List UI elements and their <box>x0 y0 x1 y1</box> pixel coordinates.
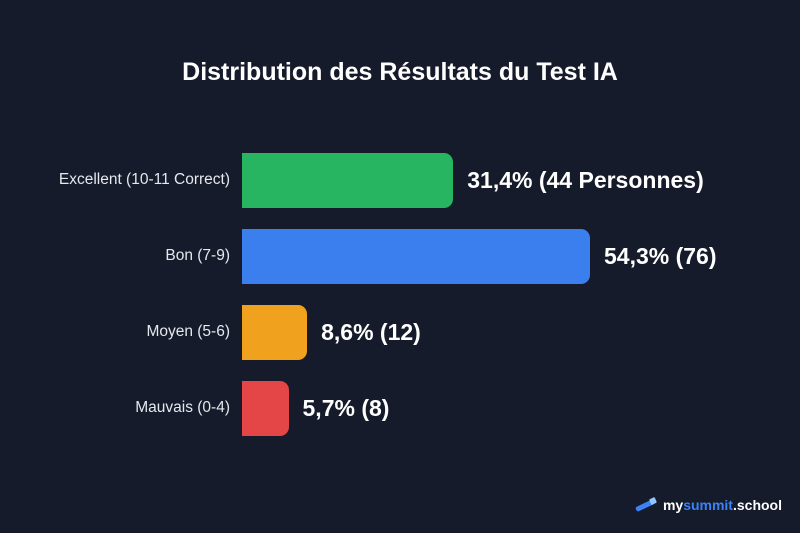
logo: mysummit.school <box>633 497 782 513</box>
category-label: Bon (7-9) <box>165 247 230 264</box>
logo-text-school: .school <box>732 497 782 513</box>
category-label: Excellent (10-11 Correct) <box>58 171 230 188</box>
bar <box>242 229 590 284</box>
bar <box>242 153 454 208</box>
bar <box>242 305 308 360</box>
logo-text-summit: summit <box>683 497 733 513</box>
data-label: 8,6% (12) <box>321 319 421 345</box>
logo-text-my: my <box>662 497 684 513</box>
data-label: 5,7% (8) <box>302 395 390 421</box>
bar <box>242 381 289 436</box>
data-label: 31,4% (44 Personnes) <box>467 167 704 193</box>
data-label: 54,3% (76) <box>604 243 717 269</box>
category-label: Mauvais (0-4) <box>135 399 230 416</box>
telescope-icon <box>635 497 657 512</box>
chart-title: Distribution des Résultats du Test IA <box>182 58 618 86</box>
category-label: Moyen (5-6) <box>146 323 230 340</box>
